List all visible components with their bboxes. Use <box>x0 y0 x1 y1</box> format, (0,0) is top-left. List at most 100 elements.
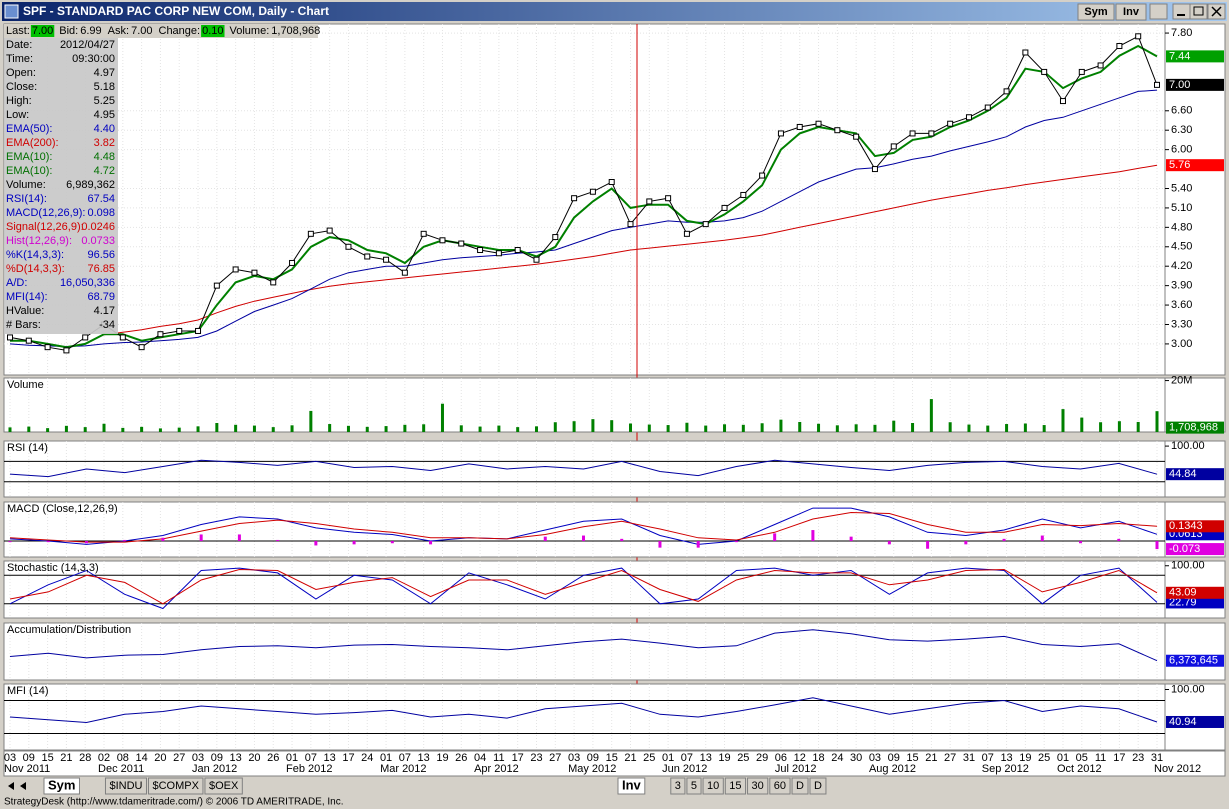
volume-bar <box>384 426 388 432</box>
sym-button-label[interactable]: Sym <box>1084 6 1107 18</box>
volume-bar <box>64 425 68 432</box>
hist-bar <box>1002 538 1006 542</box>
data-window-label: %D(14,3,3): <box>6 263 65 275</box>
x-tick-label: 13 <box>324 752 336 764</box>
volume-bar <box>328 424 332 432</box>
panel-title: Stochastic (14,3,3) <box>7 562 99 574</box>
hist-bar <box>964 541 968 545</box>
maximize-button[interactable] <box>1189 3 1208 20</box>
x-tick-label: 11 <box>493 752 504 764</box>
value-box-label: 7.00 <box>1169 79 1190 91</box>
data-window-label: EMA(50): <box>6 123 52 135</box>
tab[interactable] <box>724 777 747 795</box>
volume-bar <box>553 422 557 432</box>
y-tick-label: 6.30 <box>1171 124 1192 136</box>
tab-label[interactable]: 15 <box>729 780 741 792</box>
value-box-label: -0.073 <box>1169 543 1200 555</box>
x-tick-label: 07 <box>399 752 411 764</box>
detach-button[interactable] <box>1149 3 1168 20</box>
volume-bar <box>215 423 219 432</box>
data-window <box>4 38 118 334</box>
x-tick-label: 01 <box>380 752 392 764</box>
x-tick-label: 03 <box>869 752 881 764</box>
tab[interactable] <box>670 777 686 795</box>
tab[interactable] <box>809 777 827 795</box>
x-tick-label: 09 <box>23 752 35 764</box>
x-tick-label: 20 <box>154 752 166 764</box>
quote-label: Bid: <box>59 25 78 37</box>
tab[interactable] <box>686 777 702 795</box>
close-marker <box>665 195 672 202</box>
y-tick-label: 3.00 <box>1171 338 1192 350</box>
x-tick-label: 17 <box>512 752 524 764</box>
close-marker <box>984 104 991 111</box>
x-month-label: Nov 2012 <box>1154 763 1201 775</box>
tab-label[interactable]: $INDU <box>109 780 142 792</box>
tab-label[interactable]: D <box>796 780 804 792</box>
panel-title: RSI (14) <box>7 442 48 454</box>
panel-title: Accumulation/Distribution <box>7 624 131 636</box>
tab-label[interactable]: 60 <box>774 780 786 792</box>
quote-value: 7.00 <box>32 25 53 37</box>
close-marker <box>759 172 766 179</box>
tab[interactable] <box>747 777 769 795</box>
tab-label[interactable]: 10 <box>707 780 719 792</box>
x-tick-label: 18 <box>812 752 824 764</box>
close-marker <box>834 127 841 134</box>
tab-label[interactable]: 3 <box>675 780 681 792</box>
tab[interactable] <box>617 777 646 795</box>
tab-label[interactable]: $OEX <box>209 780 239 792</box>
inv-button-label[interactable]: Inv <box>1123 6 1140 18</box>
volume-bar <box>760 423 764 432</box>
tab[interactable] <box>791 777 809 795</box>
data-window-label: Open: <box>6 67 36 79</box>
value-box-label: 5.76 <box>1169 159 1190 171</box>
close-marker <box>251 269 258 276</box>
minimize-button[interactable] <box>1172 3 1191 20</box>
x-tick-label: 25 <box>1038 752 1050 764</box>
close-marker <box>853 133 860 140</box>
data-window-label: EMA(10): <box>6 151 52 163</box>
data-window-label: A/D: <box>6 277 27 289</box>
maximize-icon <box>1193 6 1204 16</box>
x-tick-label: 21 <box>925 752 937 764</box>
tab-label[interactable]: Sym <box>48 777 75 792</box>
tab-label[interactable]: 30 <box>752 780 764 792</box>
tab[interactable] <box>104 777 147 795</box>
x-tick-label: 21 <box>60 752 72 764</box>
x-tick-label: 28 <box>79 752 91 764</box>
close-marker <box>82 334 89 341</box>
sym-button[interactable] <box>1077 3 1115 21</box>
volume-bar <box>346 425 350 432</box>
tab[interactable] <box>147 777 204 795</box>
close-marker <box>232 266 239 273</box>
tab-label[interactable]: D <box>814 780 822 792</box>
nav-arrows <box>8 782 26 790</box>
data-window-value: 4.40 <box>94 123 115 135</box>
tab-label[interactable]: 5 <box>691 780 697 792</box>
data-window-value: 6,989,362 <box>66 179 115 191</box>
volume-bar <box>271 427 275 432</box>
y-tick-label: 3.30 <box>1171 318 1192 330</box>
tab[interactable] <box>769 777 791 795</box>
data-window-label: HValue: <box>6 305 44 317</box>
tab[interactable] <box>43 777 80 795</box>
x-tick-label: 17 <box>342 752 354 764</box>
volume-bar <box>967 424 971 432</box>
close-marker <box>571 195 578 202</box>
tab[interactable] <box>204 777 243 795</box>
tab-label[interactable]: $COMPX <box>152 780 199 792</box>
data-window-value: 67.54 <box>87 193 115 205</box>
volume-bar <box>948 422 952 432</box>
tab-label[interactable]: Inv <box>622 777 642 792</box>
close-marker <box>702 221 709 228</box>
inv-button[interactable] <box>1115 3 1147 21</box>
x-tick-label: 27 <box>173 752 185 764</box>
close-marker <box>420 230 427 237</box>
data-window-label: Low: <box>6 109 29 121</box>
tab[interactable] <box>702 777 724 795</box>
volume-bar <box>252 425 256 432</box>
quote-bar <box>4 24 318 38</box>
volume-bar <box>140 426 144 432</box>
y-tick-label: 4.20 <box>1171 260 1192 272</box>
